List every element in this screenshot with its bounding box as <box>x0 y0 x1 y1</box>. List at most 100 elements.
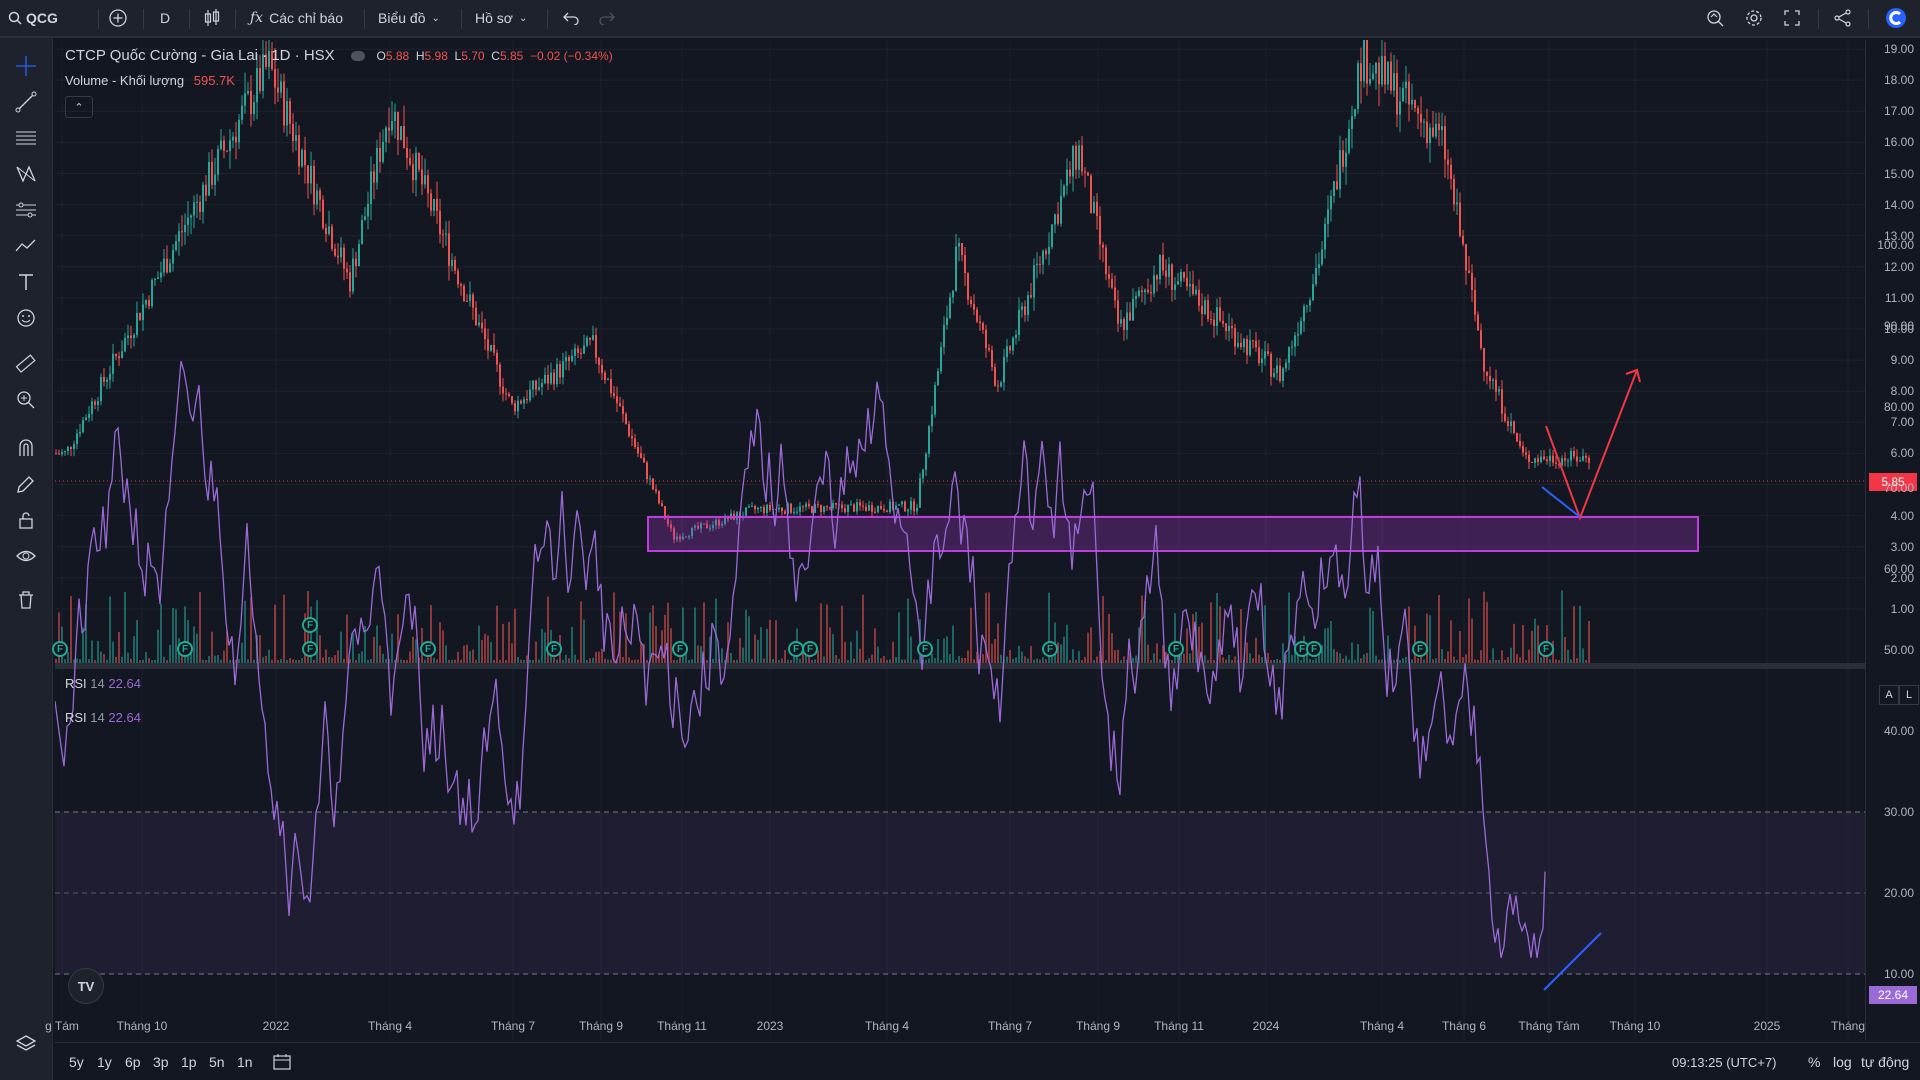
percent-toggle[interactable]: % <box>1808 1054 1821 1070</box>
chart-style-button[interactable] <box>203 0 221 36</box>
time-tick-label: Tháng <box>1830 1019 1866 1033</box>
undo-button[interactable] <box>562 0 580 36</box>
candle-body <box>1210 319 1212 321</box>
rsi-legend-top[interactable]: RSI 14 22.64 <box>65 676 141 691</box>
range-button-5n[interactable]: 5n <box>209 1054 225 1070</box>
magnet-tool[interactable] <box>12 434 40 462</box>
clock-label[interactable]: 09:13:25 (UTC+7) <box>1672 1054 1777 1070</box>
compare-button[interactable] <box>108 0 128 36</box>
brand-logo[interactable] <box>1885 0 1907 36</box>
volume-bar <box>820 603 822 664</box>
support-zone-rectangle[interactable] <box>647 516 1699 552</box>
candle-body <box>370 171 372 204</box>
goto-date-button[interactable] <box>272 1043 292 1080</box>
symbol-search[interactable]: QCG <box>8 0 58 36</box>
volume-bar <box>1120 660 1122 664</box>
range-button-3p[interactable]: 3p <box>153 1054 169 1070</box>
share-button[interactable] <box>1834 0 1852 36</box>
lock-tool[interactable] <box>12 506 40 534</box>
volume-bar <box>1471 618 1473 664</box>
volume-bar <box>1222 657 1224 664</box>
price-tick-label: 17.00 <box>1883 104 1914 119</box>
profile-menu-button[interactable]: Hồ sơ ⌄ <box>475 0 527 36</box>
candle-body <box>1492 379 1494 381</box>
range-button-1n[interactable]: 1n <box>237 1054 253 1070</box>
volume-bar <box>139 659 141 664</box>
earnings-badge[interactable]: F <box>1306 641 1322 657</box>
crosshair-tool[interactable] <box>12 52 40 80</box>
volume-bar <box>733 659 735 664</box>
legend-title[interactable]: CTCP Quốc Cường - Gia Lai · 1D · HSX <box>65 47 335 64</box>
candle-body <box>568 357 570 362</box>
volume-bar <box>1576 658 1578 664</box>
range-button-1p[interactable]: 1p <box>181 1054 197 1070</box>
emoji-tool[interactable] <box>12 304 40 332</box>
earnings-badge[interactable]: F <box>917 641 933 657</box>
volume-bar <box>172 607 174 664</box>
log-toggle[interactable]: log <box>1833 1054 1852 1070</box>
volume-bar <box>1555 659 1557 664</box>
earnings-badge[interactable]: F <box>1168 641 1184 657</box>
candle-body <box>1411 99 1413 105</box>
range-button-5y[interactable]: 5y <box>69 1054 84 1070</box>
pattern-icon <box>16 165 36 183</box>
fib-tool[interactable] <box>12 124 40 152</box>
range-button-1y[interactable]: 1y <box>97 1054 112 1070</box>
settings-button[interactable] <box>1744 0 1764 36</box>
range-button-6p[interactable]: 6p <box>125 1054 141 1070</box>
candle-body <box>1582 455 1584 461</box>
chart-canvas[interactable] <box>55 40 1865 1040</box>
forecast-tool[interactable] <box>12 232 40 260</box>
time-tick-label: Tháng Tám <box>1518 1019 1580 1033</box>
stay-drawing-tool[interactable] <box>12 470 40 498</box>
earnings-badge[interactable]: F <box>52 641 68 657</box>
indicators-button[interactable]: ƒx Các chỉ báo <box>250 0 343 36</box>
candle-body <box>1192 283 1194 295</box>
trendline-tool[interactable] <box>12 88 40 116</box>
chart-menu-button[interactable]: Biểu đồ ⌄ <box>378 0 440 36</box>
rsi-legend[interactable]: RSI 14 22.64 <box>65 710 141 725</box>
volume-legend[interactable]: Volume - Khối lượng 595.7K <box>65 73 235 88</box>
ruler-tool[interactable] <box>12 350 40 378</box>
earnings-badge[interactable]: F <box>302 641 318 657</box>
earnings-badge[interactable]: F <box>1412 641 1428 657</box>
candle-body <box>529 389 531 401</box>
earnings-badge[interactable]: F <box>672 641 688 657</box>
candle-body <box>439 210 441 235</box>
price-scale[interactable]: 19.00 18.00 17.00 16.00 15.00 14.00 13.00 12.00… <box>1865 40 1920 1065</box>
rsi-trendline[interactable] <box>1543 932 1602 991</box>
earnings-badge[interactable]: F <box>420 641 436 657</box>
tv-logo[interactable]: TV <box>68 968 104 1004</box>
remove-drawings-tool[interactable] <box>12 586 40 614</box>
zoom-tool[interactable] <box>12 386 40 414</box>
visibility-tool[interactable] <box>12 542 40 570</box>
earnings-badge[interactable]: F <box>1042 641 1058 657</box>
candle-body <box>1291 346 1293 348</box>
quick-search-button[interactable] <box>1705 0 1725 36</box>
earnings-badge[interactable]: F <box>1538 641 1554 657</box>
earnings-badge[interactable]: F <box>802 641 818 657</box>
rsi-tick-label: 80.00 <box>1883 400 1914 414</box>
pattern-tool[interactable] <box>12 160 40 188</box>
volume-bar <box>349 659 351 664</box>
earnings-badge[interactable]: F <box>177 641 193 657</box>
redo-button[interactable] <box>598 0 616 36</box>
price-trendline[interactable] <box>1541 486 1581 518</box>
interval-button[interactable]: D <box>160 10 171 26</box>
log-scale-button[interactable]: L <box>1899 685 1919 705</box>
candle-body <box>634 438 636 448</box>
zoom-search-icon <box>1707 10 1724 27</box>
forecast-arrow[interactable] <box>1545 369 1638 521</box>
auto-toggle[interactable]: tự động <box>1861 1054 1910 1070</box>
auto-scale-button[interactable]: A <box>1879 685 1899 705</box>
legend-toggle-icon[interactable] <box>350 51 365 62</box>
earnings-badge[interactable]: F <box>302 617 318 633</box>
object-tree-button[interactable] <box>12 1030 40 1058</box>
text-tool[interactable] <box>12 268 40 296</box>
projection-tool[interactable] <box>12 196 40 224</box>
rsi-label: RSI <box>65 710 87 725</box>
volume-bar <box>271 659 273 664</box>
earnings-badge[interactable]: F <box>546 641 562 657</box>
fullscreen-button[interactable] <box>1783 0 1801 36</box>
collapse-legend-button[interactable]: ⌃ <box>65 96 93 118</box>
